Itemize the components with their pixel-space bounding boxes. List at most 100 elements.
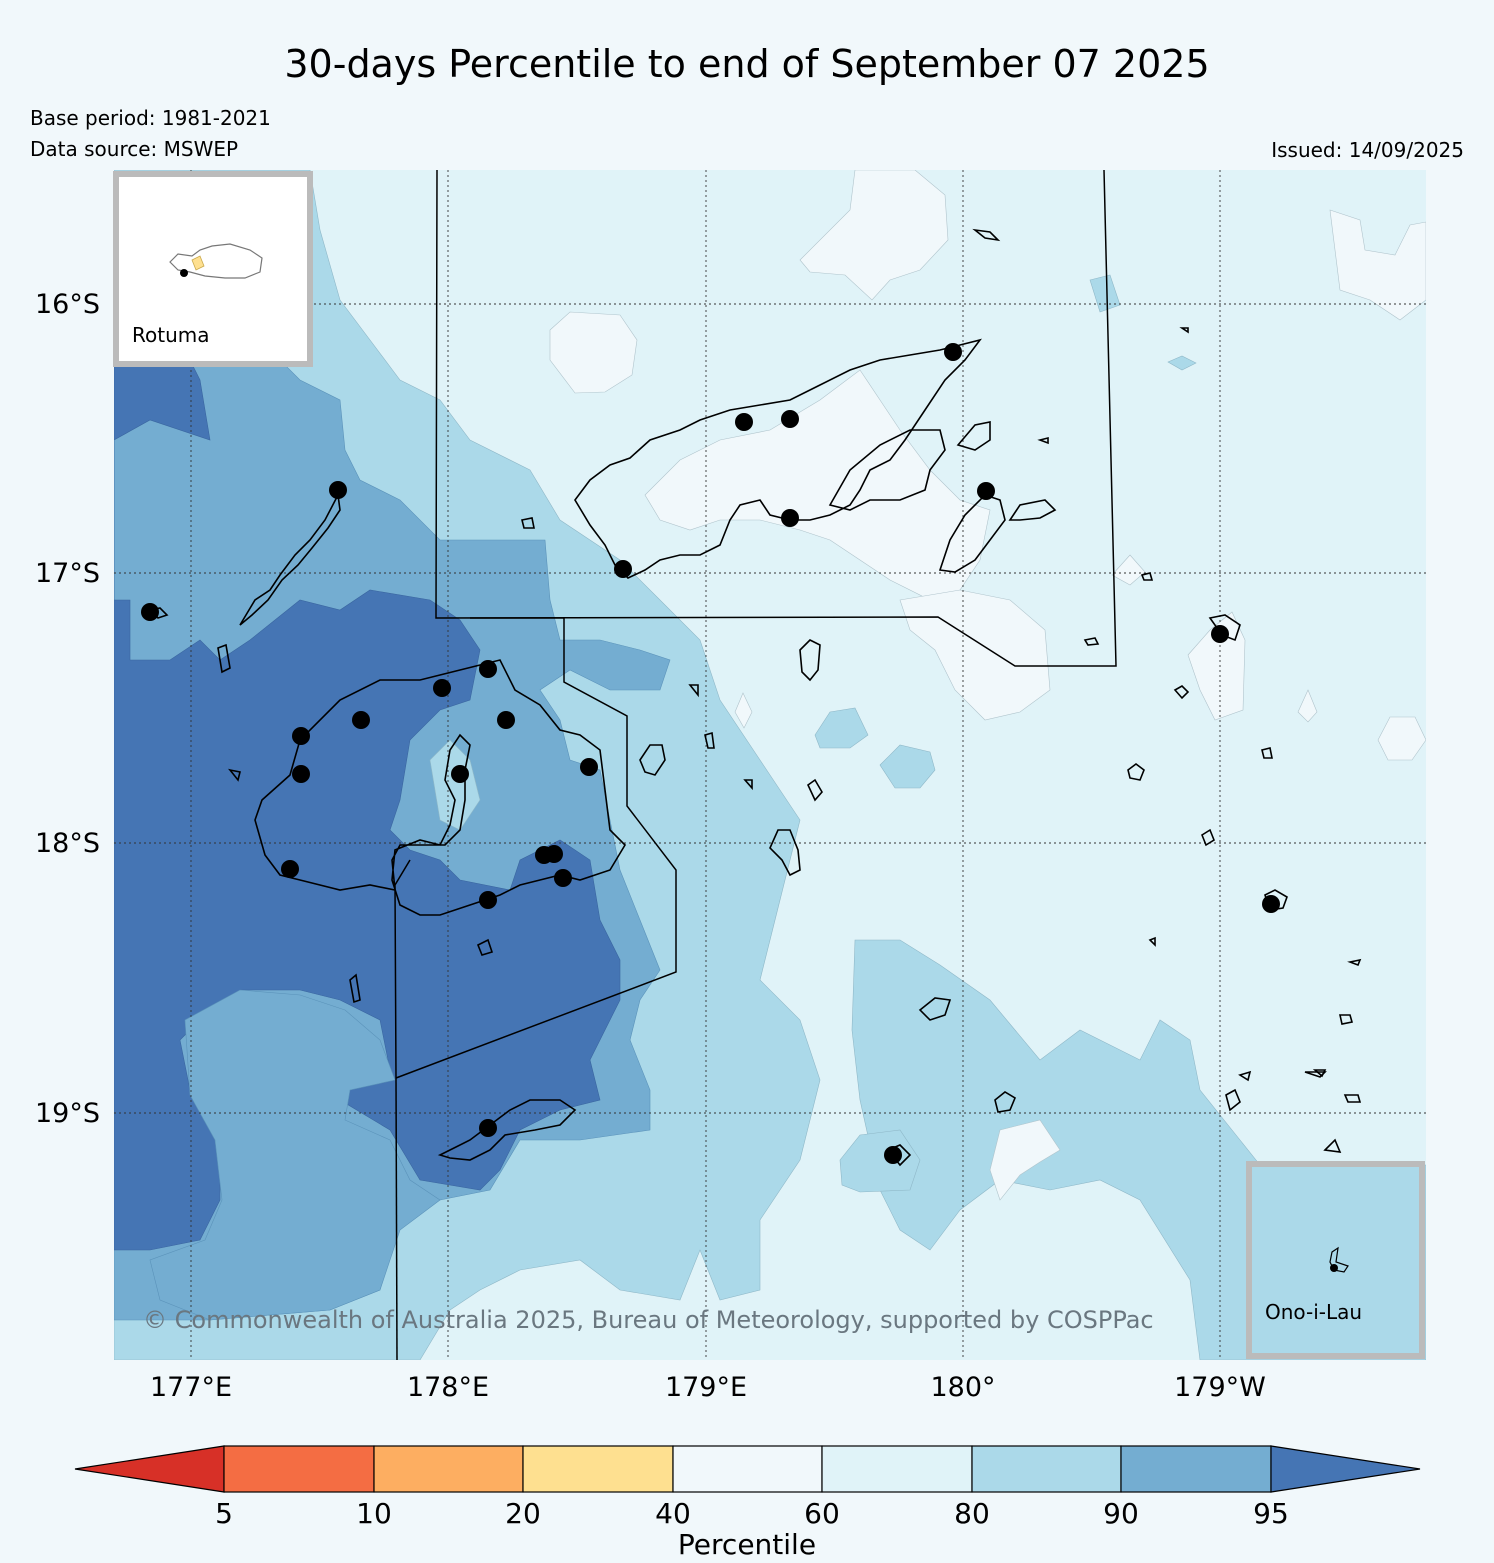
island-small-15	[1343, 1094, 1362, 1103]
map-area: © Commonwealth of Australia 2025, Bureau…	[114, 170, 1426, 1360]
lat-label: 19°S	[35, 1098, 100, 1129]
colorbar-tick: 80	[954, 1497, 990, 1530]
station-marker	[781, 509, 799, 527]
island-cicia	[1127, 763, 1145, 781]
station-marker	[614, 560, 632, 578]
colorbar-tick: 5	[215, 1497, 233, 1530]
lat-label: 18°S	[35, 828, 100, 859]
island-small-10	[521, 517, 535, 529]
island-koro	[799, 639, 821, 682]
island-vatulele	[349, 973, 361, 1004]
colorbar-tick: 40	[655, 1497, 691, 1530]
lon-label: 179°E	[665, 1372, 747, 1403]
colorbar-tick: 10	[356, 1497, 392, 1530]
station-marker	[352, 711, 370, 729]
station-marker	[781, 410, 799, 428]
contour-90-95-interior	[149, 989, 441, 1321]
colorbar-ticks: 5 10 20 40 60 80 90 95	[215, 1497, 1289, 1530]
station-marker	[1262, 895, 1280, 913]
inset-rotuma: Rotuma	[113, 171, 313, 367]
contour-40-60-east	[899, 589, 1051, 721]
colorbar-swatch	[223, 1445, 375, 1493]
station-marker	[433, 679, 451, 697]
island-naviti	[217, 643, 231, 674]
colorbar-swatch	[821, 1445, 973, 1493]
colorbar-tick: 90	[1103, 1497, 1139, 1530]
contour-40-60-northeast	[1329, 209, 1426, 321]
island-ovalau	[639, 744, 666, 776]
island-small-7	[704, 731, 715, 749]
station-markers	[141, 343, 1280, 1164]
contour-80-90-blob4	[1167, 355, 1197, 371]
island-yasawa	[239, 492, 341, 626]
station-marker	[479, 891, 497, 909]
station-marker	[554, 869, 572, 887]
contour-40-60-kadavu	[734, 692, 753, 729]
colorbar-swatch	[672, 1445, 823, 1493]
island-vanualevu	[574, 338, 982, 579]
contour-80-90-blob3	[1089, 274, 1121, 313]
contour-40-60-small1	[1111, 554, 1146, 586]
station-marker	[281, 860, 299, 878]
island-small-11	[1140, 572, 1154, 581]
coastlines	[148, 228, 1362, 1167]
colorbar-tick: 95	[1253, 1497, 1289, 1530]
colorbar-label: Percentile	[678, 1528, 816, 1561]
island-small-18	[1179, 327, 1189, 334]
latitude-labels: 16°S 17°S 18°S 19°S	[35, 289, 100, 1129]
colorbar-swatch-below-5	[74, 1445, 225, 1493]
island-small-north	[956, 421, 991, 451]
island-vitilevu	[254, 659, 627, 916]
contour-40-60-south	[989, 1119, 1061, 1201]
station-marker	[1330, 1264, 1338, 1272]
data-source: Data source: MSWEP	[30, 137, 239, 161]
map-title: 30-days Percentile to end of September 0…	[284, 42, 1210, 86]
inset-label-ono-i-lau: Ono-i-Lau	[1265, 1300, 1362, 1324]
station-marker	[329, 481, 347, 499]
lon-label: 180°	[930, 1372, 995, 1403]
island-kabara	[1261, 747, 1273, 759]
inset-ono-i-lau: Ono-i-Lau	[1246, 1161, 1425, 1359]
station-marker	[1211, 625, 1229, 643]
contour-40-60-blob	[549, 311, 638, 394]
colorbar-swatch	[522, 1445, 674, 1493]
station-marker	[292, 727, 310, 745]
island-taveuni	[938, 494, 1006, 573]
lon-label: 178°E	[407, 1372, 489, 1403]
contour-80-90-blob1	[814, 707, 869, 749]
island-fulaga	[1339, 1014, 1354, 1025]
colorbar-tick: 20	[505, 1497, 541, 1530]
lon-label: 177°E	[150, 1372, 232, 1403]
island-small-9	[743, 779, 753, 791]
island-moala	[918, 997, 952, 1021]
station-marker	[884, 1146, 902, 1164]
station-marker	[479, 1119, 497, 1137]
longitude-labels: 177°E 178°E 179°E 180° 179°W	[150, 1372, 1266, 1403]
lat-label: 17°S	[35, 558, 100, 589]
island-totoya	[994, 1091, 1017, 1113]
island-small-14	[1304, 1071, 1327, 1078]
island-small-20	[228, 768, 241, 782]
graticule	[114, 170, 1426, 1360]
station-marker	[479, 660, 497, 678]
island-small-13	[1238, 1070, 1252, 1082]
contour-40-60-small2	[1297, 689, 1318, 723]
colorbar-swatch-above-95	[1270, 1445, 1421, 1493]
island-small-3	[972, 228, 1001, 242]
island-small-2	[1225, 1088, 1241, 1112]
station-marker	[580, 758, 598, 776]
island-nayau	[1201, 828, 1215, 847]
island-small-4	[1323, 1138, 1342, 1153]
station-marker	[735, 413, 753, 431]
inset-label-rotuma: Rotuma	[132, 323, 210, 347]
contour-80-90-blob2	[879, 744, 936, 789]
island-small-8	[688, 684, 699, 698]
island-small-5	[1083, 637, 1100, 646]
station-marker	[180, 269, 188, 277]
island-small-17	[1037, 436, 1049, 445]
base-period: Base period: 1981-2021	[30, 106, 271, 130]
lat-label: 16°S	[35, 289, 100, 320]
colorbar-swatch	[971, 1445, 1122, 1493]
contour-80-90-interior	[429, 739, 481, 831]
